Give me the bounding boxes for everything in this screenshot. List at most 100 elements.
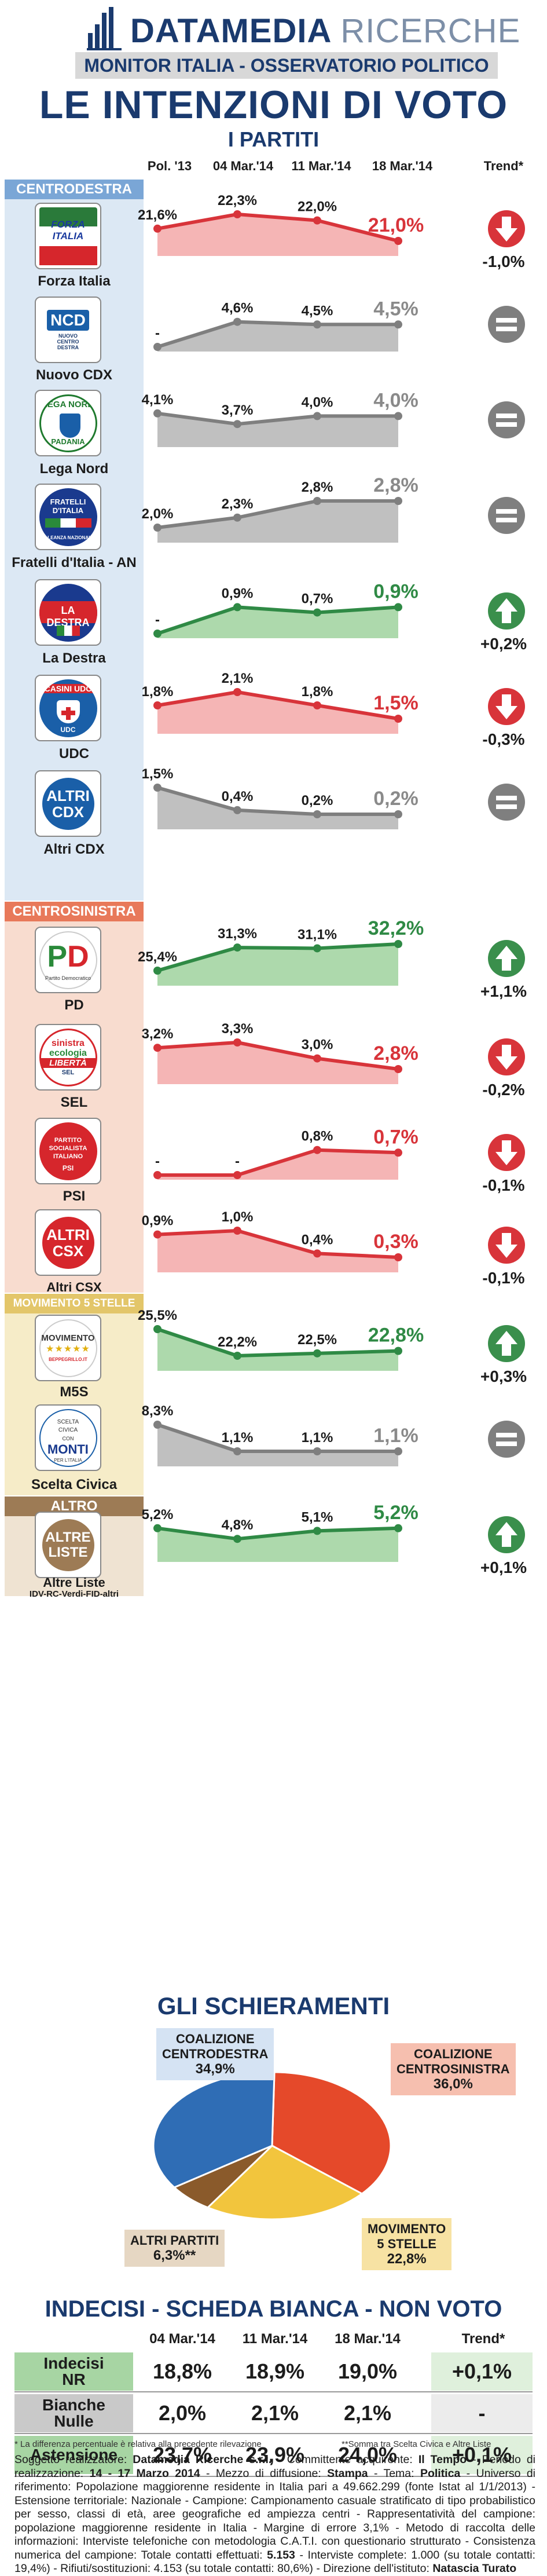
value-label-9-1: - <box>235 1154 240 1169</box>
point-5-2 <box>313 701 321 709</box>
point-3-2 <box>313 497 321 505</box>
trend-value: +0,1% <box>480 1558 527 1576</box>
trend-down-icon <box>486 208 527 249</box>
value-label-12-3: 1,1% <box>373 1425 418 1447</box>
trend-up-icon <box>486 1323 527 1364</box>
value-label-13-1: 4,8% <box>222 1517 254 1533</box>
value-label-5-2: 1,8% <box>302 684 333 700</box>
group-label-centrosinistra: CENTROSINISTRA <box>5 902 144 921</box>
value-label-1-2: 4,5% <box>302 303 333 319</box>
line-3 <box>157 499 398 529</box>
pie-label-centrosinistra: COALIZIONE CENTROSINISTRA 36,0% <box>391 2043 516 2095</box>
value-label-3-0: 2,0% <box>142 506 174 522</box>
value-label-2-2: 4,0% <box>302 394 333 410</box>
logo-m5s: MOVIMENTO ★★★★★ BEPPEGRILLO.IT <box>35 1315 101 1381</box>
value-label-8-3: 2,8% <box>373 1042 418 1064</box>
point-0-1 <box>233 210 241 218</box>
indecisi-col-trend: Trend* <box>461 2331 505 2347</box>
value-label-0-3: 21,0% <box>368 214 424 236</box>
logo-bars-icon <box>87 7 122 50</box>
party-name-sel: SEL <box>60 1095 88 1110</box>
point-7-3 <box>394 940 402 948</box>
trend-up-icon <box>486 591 527 631</box>
value-label-2-3: 4,0% <box>373 389 418 411</box>
logo-lega-nord: LEGA NORD PADANIA <box>35 390 101 456</box>
value-label-1-1: 4,6% <box>222 301 254 316</box>
value-label-0-1: 22,3% <box>218 193 257 208</box>
value-label-9-3: 0,7% <box>373 1126 418 1148</box>
bianche-value-04mar: 2,0% <box>158 2401 207 2425</box>
point-0-3 <box>394 237 402 245</box>
trend-down-icon <box>486 1132 527 1173</box>
page-subtitle: I PARTITI <box>227 127 320 151</box>
schieramenti-title: GLI SCHIERAMENTI <box>157 1992 390 2019</box>
party-name-nuovo-cdx: Nuovo CDX <box>36 367 112 383</box>
indecisi-row-label: Indecisi NR <box>14 2352 133 2391</box>
area-8 <box>157 1042 398 1084</box>
value-label-9-0: - <box>155 1154 160 1169</box>
value-label-13-2: 5,1% <box>302 1509 333 1525</box>
pie-label-m5s: MOVIMENTO 5 STELLE 22,8% <box>362 2218 452 2270</box>
logo-altre-liste: ALTRE LISTE <box>35 1512 101 1578</box>
value-label-7-3: 32,2% <box>368 917 424 939</box>
value-label-8-0: 3,2% <box>142 1026 174 1042</box>
value-label-7-2: 31,1% <box>298 927 337 942</box>
column-header-04mar: 04 Mar.'14 <box>212 159 274 173</box>
value-label-4-0: - <box>155 612 160 628</box>
astensione-row-label: Astensione <box>14 2436 133 2474</box>
logo-udc: CASINI UDC UDC <box>35 675 101 741</box>
value-label-1-0: - <box>155 325 160 341</box>
value-label-7-1: 31,3% <box>218 926 257 942</box>
point-2-0 <box>153 409 161 418</box>
voting-intentions-chart: 21,6% 22,3% 22,0% 21,0% - 4,6% 4,5% 4,5% 4,1% 3,7… <box>138 193 424 1562</box>
point-12-1 <box>233 1447 241 1455</box>
indecisi-section: INDECISI - SCHEDA BIANCA - NON VOTO 04 M… <box>0 2296 547 2545</box>
point-9-2 <box>313 1146 321 1154</box>
line-2 <box>157 411 398 426</box>
value-label-5-1: 2,1% <box>222 671 254 686</box>
point-4-2 <box>313 608 321 617</box>
value-label-9-2: 0,8% <box>302 1129 333 1144</box>
logo-nuovo-cdx: NCD NUOVO CENTRO DESTRA <box>35 297 101 363</box>
brand-sub: RICERCHE <box>340 12 521 50</box>
bianche-value-18mar: 2,1% <box>343 2401 392 2425</box>
logo-forza-italia-text: FORZA ITALIA <box>51 218 85 241</box>
party-name-altri-csx: Altri CSX <box>46 1280 102 1294</box>
point-6-2 <box>313 810 321 818</box>
value-label-11-3: 22,8% <box>368 1324 424 1346</box>
point-9-1 <box>233 1171 241 1179</box>
indecisi-value-11mar: 18,9% <box>245 2359 305 2383</box>
astensione-value-18mar: 24,0% <box>337 2443 398 2467</box>
indecisi-trend: +0,1% <box>431 2352 533 2391</box>
line-6 <box>157 786 398 816</box>
monitor-banner: MONITOR ITALIA - OSSERVATORIO POLITICO <box>75 52 498 79</box>
area-0 <box>157 214 398 256</box>
indecisi-col-18mar: 18 Mar.'14 <box>335 2331 401 2347</box>
point-6-1 <box>233 806 241 814</box>
logo-psi: PARTITO SOCIALISTA ITALIANO PSI <box>35 1118 101 1184</box>
value-label-3-1: 2,3% <box>222 496 254 512</box>
point-10-3 <box>394 1253 402 1261</box>
point-7-1 <box>233 943 241 952</box>
party-sub-altre-liste: IDV-RC-Verdi-FID-altri <box>29 1589 119 1599</box>
point-4-1 <box>233 603 241 612</box>
value-label-10-1: 1,0% <box>222 1209 254 1225</box>
point-9-3 <box>394 1148 402 1157</box>
page-title: LE INTENZIONI DI VOTO <box>39 83 508 127</box>
line-10 <box>157 1229 399 1259</box>
trend-value: -0,1% <box>482 1269 525 1287</box>
party-name-fratelli-italia: Fratelli d'Italia - AN <box>12 555 137 570</box>
value-label-13-3: 5,2% <box>373 1502 418 1524</box>
row-divider <box>14 2391 533 2392</box>
point-10-1 <box>233 1227 241 1235</box>
point-4-3 <box>394 603 402 612</box>
point-8-2 <box>313 1054 321 1063</box>
value-label-10-3: 0,3% <box>373 1231 418 1253</box>
line-9 <box>157 1148 399 1177</box>
indecisi-value-04mar: 18,8% <box>152 2359 212 2383</box>
trend-value: -0,1% <box>482 1176 525 1194</box>
point-10-2 <box>313 1249 321 1258</box>
schieramenti-section: GLI SCHIERAMENTI COALIZIONE CENTRODESTRA 3… <box>0 1992 547 2293</box>
value-label-7-0: 25,4% <box>138 949 177 965</box>
value-label-3-2: 2,8% <box>302 480 333 495</box>
